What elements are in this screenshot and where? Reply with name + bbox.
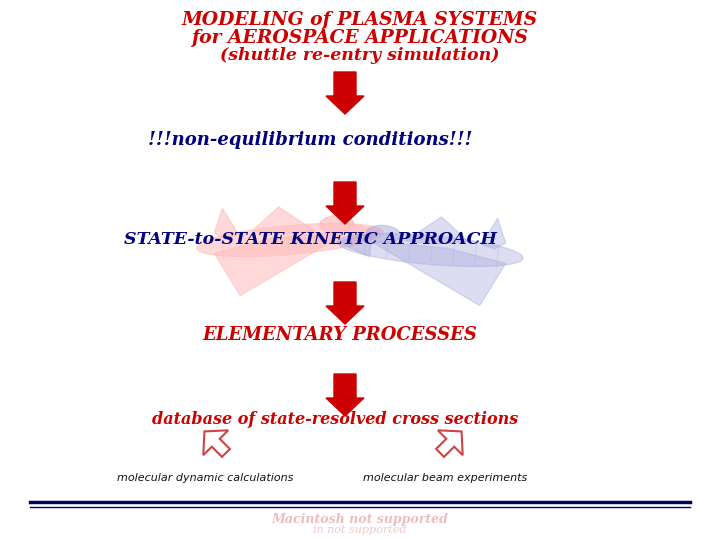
Text: (shuttle re-entry simulation): (shuttle re-entry simulation) <box>220 48 500 64</box>
Polygon shape <box>405 217 468 244</box>
Text: in not supported: in not supported <box>313 525 407 535</box>
Text: !!!non-equilibrium conditions!!!: !!!non-equilibrium conditions!!! <box>148 131 472 149</box>
Text: molecular beam experiments: molecular beam experiments <box>363 473 527 483</box>
Polygon shape <box>326 374 364 416</box>
Text: STATE-to-STATE KINETIC APPROACH: STATE-to-STATE KINETIC APPROACH <box>124 232 496 248</box>
Text: database of state-resolved cross sections: database of state-resolved cross section… <box>152 411 518 429</box>
Polygon shape <box>348 223 383 247</box>
Polygon shape <box>252 207 315 234</box>
Ellipse shape <box>366 225 400 242</box>
Text: for AEROSPACE APPLICATIONS: for AEROSPACE APPLICATIONS <box>192 29 528 47</box>
Ellipse shape <box>337 233 523 267</box>
Polygon shape <box>215 208 238 239</box>
Polygon shape <box>371 241 505 306</box>
Text: Macintosh not supported: Macintosh not supported <box>271 514 449 526</box>
Polygon shape <box>326 282 364 324</box>
Polygon shape <box>326 182 364 224</box>
Polygon shape <box>326 72 364 114</box>
Text: MODELING of PLASMA SYSTEMS: MODELING of PLASMA SYSTEMS <box>182 11 538 29</box>
Polygon shape <box>482 218 505 249</box>
Polygon shape <box>337 233 372 256</box>
Ellipse shape <box>197 224 383 256</box>
Text: molecular dynamic calculations: molecular dynamic calculations <box>117 473 293 483</box>
Ellipse shape <box>320 215 354 233</box>
Polygon shape <box>215 232 349 295</box>
Text: ELEMENTARY PROCESSES: ELEMENTARY PROCESSES <box>202 326 477 344</box>
